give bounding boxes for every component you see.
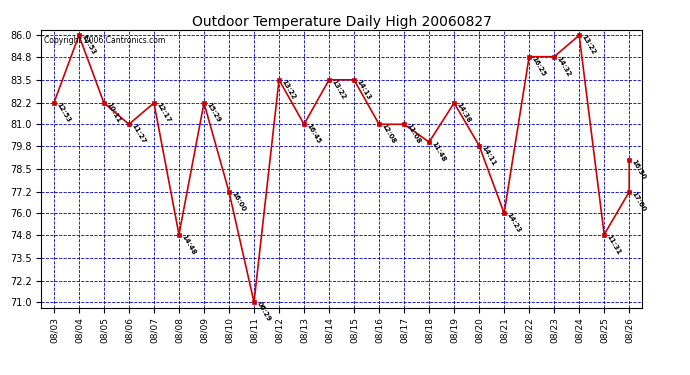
Text: 15:29: 15:29 bbox=[206, 102, 221, 124]
Text: 12:53: 12:53 bbox=[55, 102, 72, 124]
Text: 11:31: 11:31 bbox=[606, 233, 622, 255]
Text: 16:45: 16:45 bbox=[306, 123, 322, 145]
Text: 10:11: 10:11 bbox=[106, 102, 121, 124]
Text: 17:00: 17:00 bbox=[631, 190, 647, 213]
Text: 16:25: 16:25 bbox=[531, 55, 546, 77]
Text: Copyright 2006 Cantronics.com: Copyright 2006 Cantronics.com bbox=[44, 36, 166, 45]
Text: 16:30: 16:30 bbox=[631, 159, 647, 181]
Text: 11:08: 11:08 bbox=[406, 123, 422, 145]
Text: 12:17: 12:17 bbox=[155, 102, 172, 124]
Text: 13:22: 13:22 bbox=[280, 78, 297, 101]
Text: 14:23: 14:23 bbox=[506, 212, 522, 234]
Text: 14:13: 14:13 bbox=[355, 78, 372, 101]
Text: 14:11: 14:11 bbox=[480, 144, 497, 166]
Text: 14:48: 14:48 bbox=[180, 233, 197, 256]
Text: 11:48: 11:48 bbox=[431, 141, 447, 163]
Title: Outdoor Temperature Daily High 20060827: Outdoor Temperature Daily High 20060827 bbox=[192, 15, 491, 29]
Text: 13:22: 13:22 bbox=[580, 34, 597, 56]
Text: 14:32: 14:32 bbox=[555, 55, 572, 78]
Text: 13:53: 13:53 bbox=[80, 34, 97, 56]
Text: 14:38: 14:38 bbox=[455, 102, 472, 124]
Text: 13:22: 13:22 bbox=[331, 78, 346, 101]
Text: 06:29: 06:29 bbox=[255, 301, 272, 323]
Text: 12:08: 12:08 bbox=[380, 123, 397, 145]
Text: 16:00: 16:00 bbox=[230, 190, 246, 213]
Text: 11:27: 11:27 bbox=[130, 123, 146, 145]
